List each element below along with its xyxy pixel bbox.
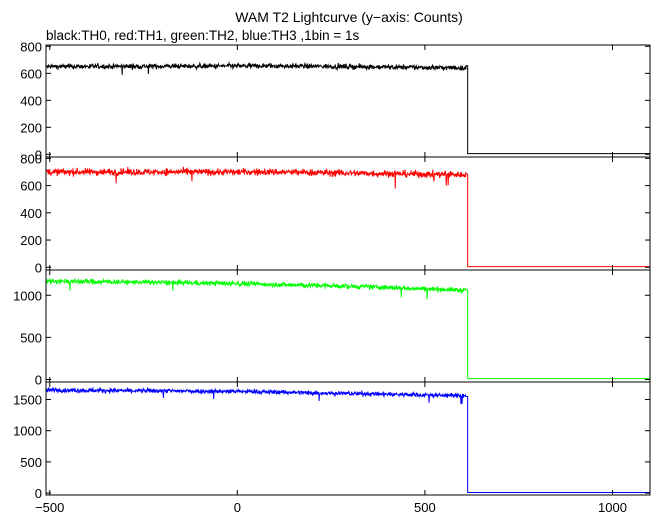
chart-title: WAM T2 Lightcurve (y−axis: Counts) [235,9,463,25]
y-tick-label: 200 [20,120,42,135]
panel-th1: 0 200 400 600 800 [20,151,651,275]
y-tick-label: 500 [20,330,42,345]
x-tick-label: 1000 [598,500,627,515]
y-tick-label: 0 [35,486,42,501]
x-tick-label: −500 [35,500,64,515]
series-line-th2 [45,277,650,380]
y-tick-label: 0 [35,372,42,387]
y-tick-label: 1000 [13,288,42,303]
y-tick-label: 600 [20,66,42,81]
panels-group: 0200400600800020040060080005001000050010… [13,39,651,515]
y-tick-label: 0 [35,260,42,275]
panel-th0: 0 200 400 600 800 [20,39,651,162]
y-tick-label: 0 [35,147,42,162]
y-tick-label: 800 [20,39,42,54]
panel-th3: 0 500 1000 1500 [13,381,651,501]
y-tick-label: 800 [20,151,42,166]
panel-frame [45,44,651,158]
panel-frame [45,381,651,496]
y-tick-label: 500 [20,455,42,470]
y-tick-label: 600 [20,179,42,194]
series-line-th0 [45,61,650,155]
y-tick-label: 1500 [13,392,42,407]
y-tick-label: 200 [20,233,42,248]
y-tick-label: 400 [20,206,42,221]
y-tick-label: 1000 [13,424,42,439]
y-tick-label: 400 [20,93,42,108]
x-tick-label: 500 [414,500,436,515]
series-line-th1 [45,166,650,268]
chart-subtitle: black:TH0, red:TH1, green:TH2, blue:TH3 … [46,28,360,43]
series-line-th3 [45,386,650,493]
x-tick-label: 0 [234,500,241,515]
panel-th2: 0 500 1000 [13,269,651,387]
